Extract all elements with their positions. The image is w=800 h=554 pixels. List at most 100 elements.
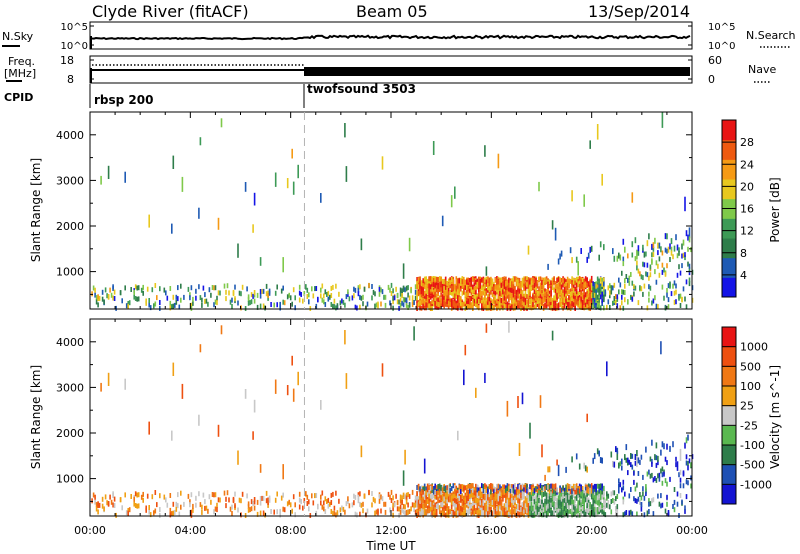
data-cell xyxy=(606,304,608,310)
data-cell xyxy=(177,285,179,291)
data-cell xyxy=(441,505,444,511)
data-cell xyxy=(524,296,527,302)
data-cell xyxy=(330,509,333,514)
data-cell xyxy=(286,501,289,507)
data-cell xyxy=(466,495,468,501)
data-cell xyxy=(201,297,203,303)
data-cell xyxy=(446,290,448,296)
data-cell xyxy=(515,508,518,514)
data-cell xyxy=(630,487,632,492)
data-cell xyxy=(557,512,560,518)
data-cell xyxy=(467,499,470,505)
data-cell xyxy=(237,450,239,465)
data-cell xyxy=(440,291,442,297)
data-cell xyxy=(581,490,584,496)
data-cell xyxy=(344,302,346,308)
data-cell xyxy=(455,280,458,286)
y-tick-label: 2000 xyxy=(56,220,84,233)
data-cell xyxy=(375,509,378,515)
data-cell xyxy=(590,285,593,291)
data-cell xyxy=(428,508,430,514)
data-cell xyxy=(458,511,461,517)
data-cell xyxy=(621,487,623,493)
data-cell xyxy=(532,486,534,492)
data-cell xyxy=(440,302,442,308)
data-cell xyxy=(631,464,634,470)
data-cell xyxy=(553,502,555,508)
data-cell xyxy=(417,499,420,505)
data-cell xyxy=(431,276,433,282)
data-cell xyxy=(676,272,679,278)
data-cell xyxy=(580,289,582,295)
data-cell xyxy=(101,296,104,302)
data-cell xyxy=(426,299,429,305)
data-cell xyxy=(450,511,453,516)
data-cell xyxy=(446,498,448,504)
data-cell xyxy=(566,498,569,504)
data-cell xyxy=(101,503,104,509)
data-cell xyxy=(535,486,537,492)
data-cell xyxy=(112,493,114,498)
data-cell xyxy=(163,494,166,500)
data-cell xyxy=(292,388,295,402)
data-cell xyxy=(678,250,680,256)
data-cell xyxy=(520,511,522,517)
data-cell xyxy=(613,461,616,468)
data-cell xyxy=(392,305,394,311)
data-cell xyxy=(444,497,447,503)
colorbar-tick-label: 8 xyxy=(740,247,747,260)
data-cell xyxy=(484,502,486,508)
data-cell xyxy=(320,494,322,500)
data-cell xyxy=(598,283,600,289)
data-cell xyxy=(422,290,424,296)
data-cell xyxy=(505,303,507,309)
data-cell xyxy=(137,503,140,509)
data-cell xyxy=(437,504,439,510)
data-cell xyxy=(214,299,217,305)
data-cell xyxy=(523,512,525,518)
data-cell xyxy=(107,294,110,299)
data-cell xyxy=(458,488,461,494)
data-cell xyxy=(374,291,376,297)
data-cell xyxy=(151,494,154,500)
data-cell xyxy=(189,499,191,505)
data-cell xyxy=(578,492,581,498)
data-cell xyxy=(414,509,417,515)
data-cell xyxy=(571,504,573,510)
data-cell xyxy=(302,505,304,511)
data-cell xyxy=(545,512,548,518)
data-cell xyxy=(604,289,607,295)
colorbar-tick-label: 12 xyxy=(740,225,754,238)
data-cell xyxy=(171,511,173,517)
data-cell xyxy=(151,287,154,293)
data-cell xyxy=(426,499,429,504)
data-cell xyxy=(466,292,468,298)
data-cell xyxy=(524,290,527,296)
data-cell xyxy=(298,297,301,303)
data-cell xyxy=(533,499,536,505)
data-cell xyxy=(500,506,503,512)
data-cell xyxy=(389,287,391,293)
data-cell xyxy=(562,509,564,515)
data-cell xyxy=(615,511,617,517)
data-cell xyxy=(601,509,603,515)
data-cell xyxy=(106,500,108,506)
data-cell xyxy=(616,451,619,460)
data-cell xyxy=(592,503,594,509)
data-cell xyxy=(678,295,680,301)
data-cell xyxy=(180,283,182,289)
data-cell xyxy=(268,497,271,503)
data-cell xyxy=(434,300,436,306)
data-cell xyxy=(267,293,269,298)
data-cell xyxy=(569,303,572,309)
data-cell xyxy=(526,488,528,494)
data-cell xyxy=(536,281,539,286)
data-cell xyxy=(536,496,539,502)
data-cell xyxy=(274,497,277,503)
data-cell xyxy=(526,282,528,288)
data-cell xyxy=(551,500,554,506)
data-cell xyxy=(431,282,433,288)
data-cell xyxy=(375,302,378,308)
data-cell xyxy=(563,291,566,297)
data-cell xyxy=(544,490,546,496)
